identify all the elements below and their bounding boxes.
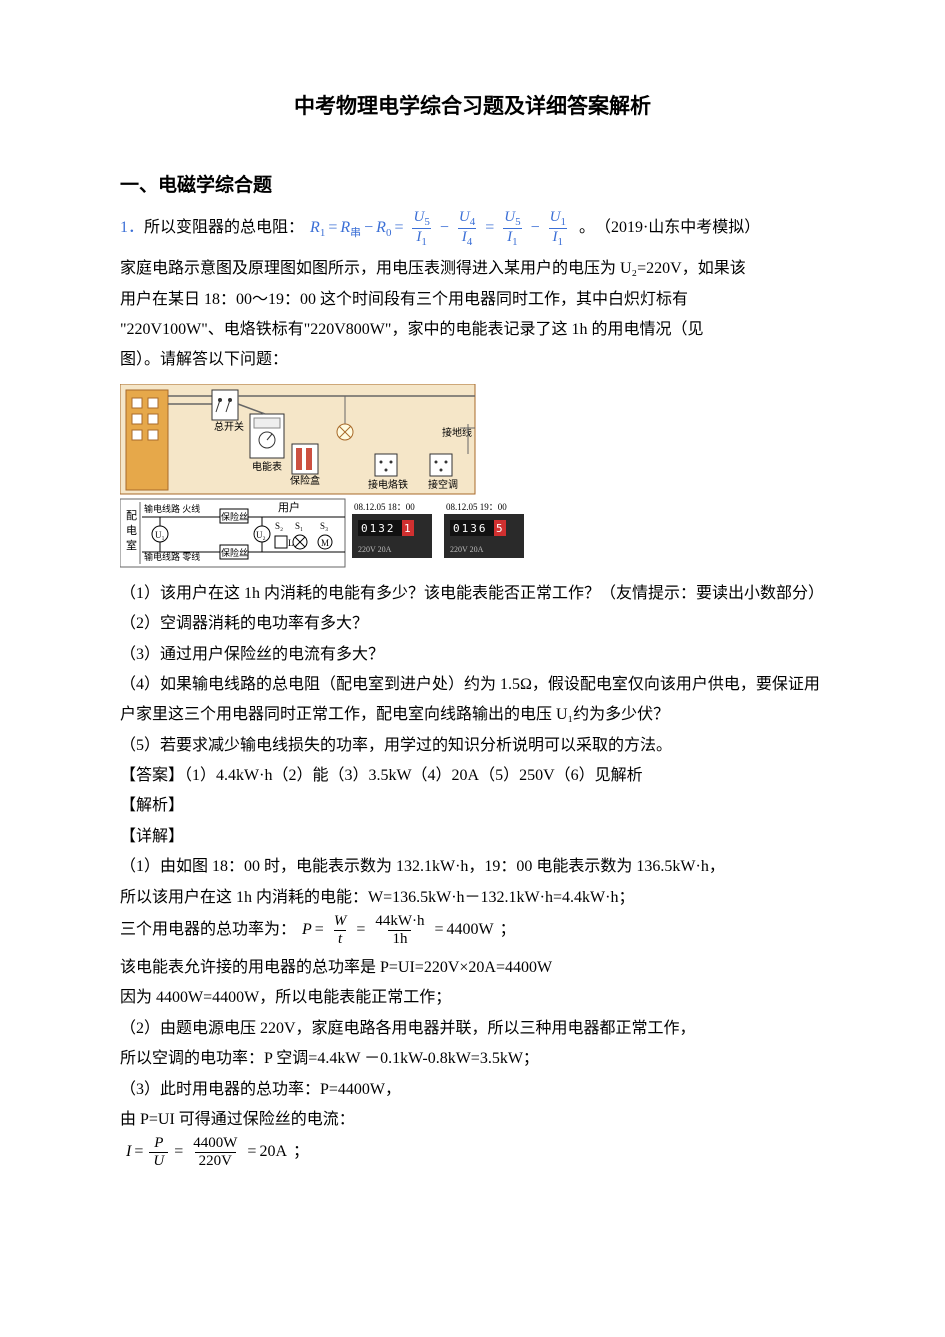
answer-line: 【答案】（1）4.4kW·h（2）能（3）3.5kW（4）20A（5）250V（… — [120, 761, 825, 791]
question-3: （3）通过用户保险丝的电流有多大？ — [120, 640, 825, 670]
svg-text:保险丝: 保险丝 — [221, 547, 248, 558]
question-4: （4）如果输电线路的总电阻（配电室到进户处）约为 1.5Ω，假设配电室仅向该用户… — [120, 670, 825, 731]
svg-text:220V 20A: 220V 20A — [450, 545, 484, 554]
doc-title: 中考物理电学综合习题及详细答案解析 — [120, 90, 825, 120]
question-5: （5）若要求减少输电线损失的功率，用学过的知识分析说明可以采取的方法。 — [120, 731, 825, 761]
circuit-svg: 总开关 电能表 保险盒 接电烙铁 — [120, 384, 540, 569]
svg-text:电: 电 — [126, 524, 137, 537]
circuit-figure: 总开关 电能表 保险盒 接电烙铁 — [120, 384, 825, 569]
svg-text:08.12.05 18：00: 08.12.05 18：00 — [354, 502, 415, 512]
svg-text:08.12.05 19：00: 08.12.05 19：00 — [446, 502, 507, 512]
svg-text:输电线路 零线: 输电线路 零线 — [144, 551, 200, 562]
formula-R1: R1 = R串 − R0 = U5I1 − U4I4 = U5I1 − U1I1 — [310, 209, 573, 248]
svg-text:总开关: 总开关 — [214, 420, 244, 433]
q1-body-1: 用户在某日 18：00～19：00 这个时间段有三个用电器同时工作，其中白炽灯标… — [120, 285, 825, 315]
formula-I-line: I = PU = 4400W220V = 20A ； — [120, 1135, 825, 1169]
q1-line1: 1． 所以变阻器的总电阻： R1 = R串 − R0 = U5I1 − U4I4… — [120, 209, 825, 248]
q1-source: （2019·山东中考模拟） — [595, 213, 760, 243]
question-1: （1）该用户在这 1h 内消耗的电能有多少？该电能表能否正常工作？（友情提示：要… — [120, 579, 825, 609]
q1-body-0: 家庭电路示意图及原理图如图所示，用电压表测得进入某用户的电压为 U₂=220V，… — [120, 254, 825, 284]
formula-P-line: 三个用电器的总功率为： P = Wt = 44kW·h1h = 4400W ； — [120, 913, 825, 947]
answer-label: 【答案】 — [120, 767, 184, 784]
page: 中考物理电学综合习题及详细答案解析 一、电磁学综合题 1． 所以变阻器的总电阻：… — [0, 0, 945, 1235]
svg-text:0132: 0132 — [361, 522, 396, 535]
section-heading: 一、电磁学综合题 — [120, 170, 825, 197]
detail-label: 【详解】 — [120, 822, 825, 852]
svg-text:M: M — [321, 538, 329, 548]
q1-lead: 所以变阻器的总电阻： — [144, 213, 304, 243]
detail2-0: 该电能表允许接的用电器的总功率是 P=UI=220V×20A=4400W — [120, 953, 825, 983]
detail2-3: 所以空调的电功率：P 空调=4.4kW －0.1kW-0.8kW=3.5kW； — [120, 1044, 825, 1074]
svg-text:0136: 0136 — [453, 522, 488, 535]
q1-number: 1． — [120, 213, 144, 243]
svg-text:U₂: U₂ — [256, 530, 266, 540]
svg-text:室: 室 — [126, 538, 137, 552]
svg-text:S₁: S₁ — [295, 521, 303, 531]
formula-I: I = PU = 4400W220V = 20A — [126, 1135, 287, 1169]
svg-text:S₃: S₃ — [320, 521, 328, 531]
svg-text:1: 1 — [404, 522, 411, 535]
formula-P-lead: 三个用电器的总功率为： — [120, 915, 296, 945]
analysis-label: 【解析】 — [120, 791, 825, 821]
svg-text:5: 5 — [496, 522, 503, 535]
detail2-1: 因为 4400W=4400W，所以电能表能正常工作； — [120, 983, 825, 1013]
svg-text:保险丝: 保险丝 — [221, 511, 248, 522]
svg-text:保险盒: 保险盒 — [290, 474, 320, 487]
formula-R1-period: 。 — [579, 213, 595, 243]
detail2-5: 由 P=UI 可得通过保险丝的电流： — [120, 1105, 825, 1135]
detail-0: （1）由如图 18：00 时，电能表示数为 132.1kW·h，19：00 电能… — [120, 852, 825, 882]
q1-body-3: 图）。请解答以下问题： — [120, 345, 825, 375]
formula-P: P = Wt = 44kW·h1h = 4400W — [302, 913, 494, 947]
svg-text:输电线路 火线: 输电线路 火线 — [144, 503, 200, 514]
question-2: （2）空调器消耗的电功率有多大？ — [120, 609, 825, 639]
svg-text:接电烙铁: 接电烙铁 — [368, 478, 408, 491]
svg-text:S₂: S₂ — [275, 521, 283, 531]
svg-text:接空调: 接空调 — [428, 478, 458, 491]
detail2-2: （2）由题电源电压 220V，家庭电路各用电器并联，所以三种用电器都正常工作， — [120, 1014, 825, 1044]
detail2-4: （3）此时用电器的总功率：P=4400W， — [120, 1075, 825, 1105]
q1-body-2: "220V100W"、电烙铁标有"220V800W"，家中的电能表记录了这 1h… — [120, 315, 825, 345]
svg-text:220V 20A: 220V 20A — [358, 545, 392, 554]
svg-text:L: L — [288, 538, 294, 548]
formula-I-semicolon: ； — [293, 1137, 309, 1167]
answer-text: （1）4.4kW·h（2）能（3）3.5kW（4）20A（5）250V（6）见解… — [184, 767, 643, 784]
detail-1: 所以该用户在这 1h 内消耗的电能：W=136.5kW·h－132.1kW·h=… — [120, 883, 825, 913]
svg-text:电能表: 电能表 — [252, 460, 282, 473]
formula-P-semicolon: ； — [500, 915, 516, 945]
svg-text:用户: 用户 — [278, 500, 300, 514]
svg-text:配: 配 — [126, 509, 137, 522]
svg-text:U₁: U₁ — [155, 530, 165, 540]
